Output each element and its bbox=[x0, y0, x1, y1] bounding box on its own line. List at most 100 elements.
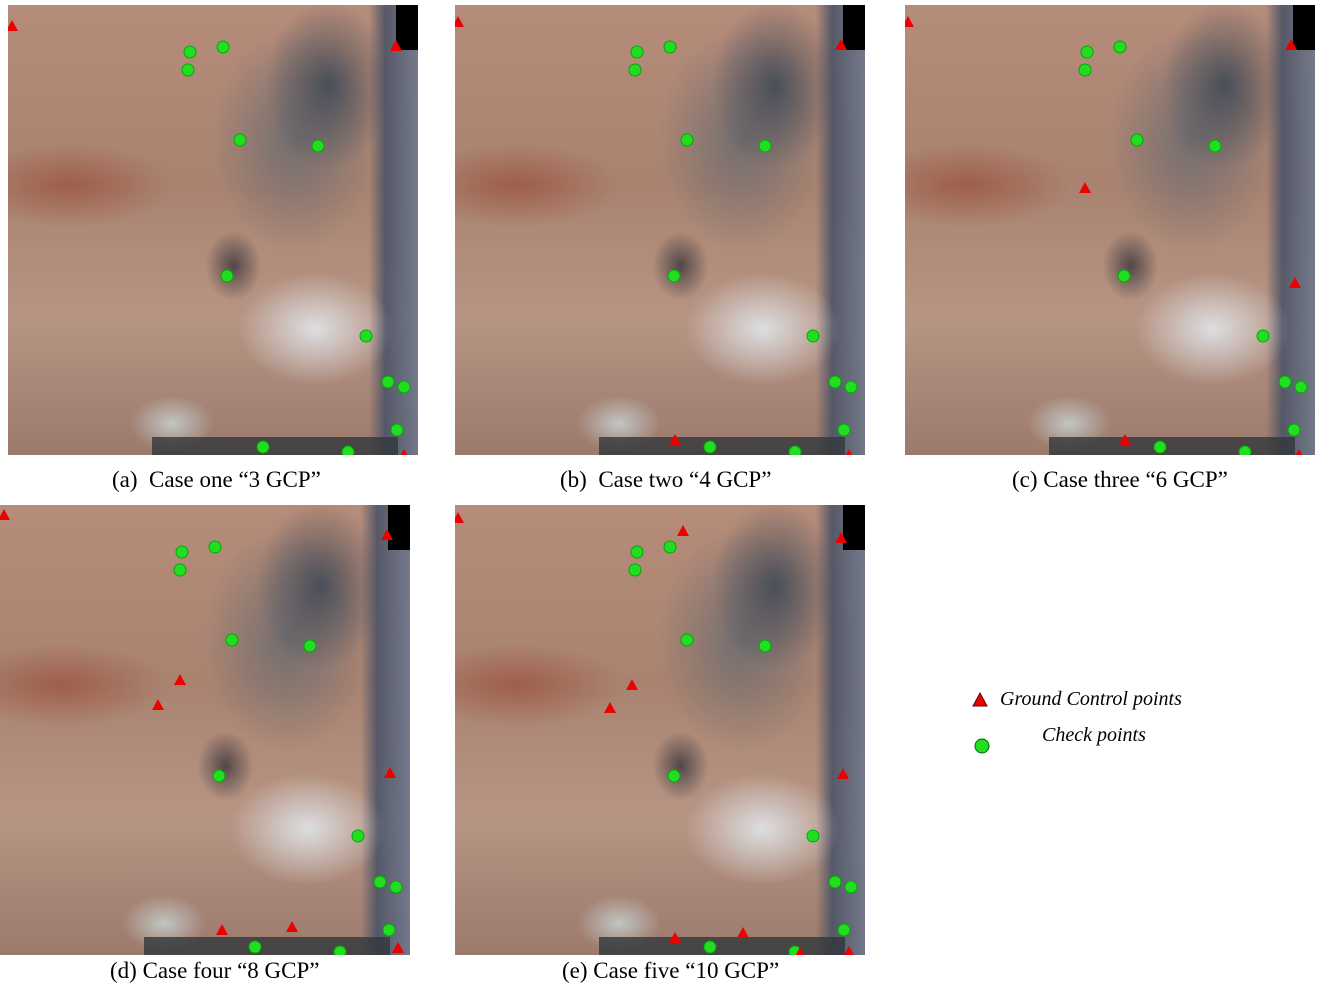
gcp-point bbox=[390, 40, 402, 51]
gcp-point bbox=[843, 946, 855, 955]
check-point bbox=[382, 376, 394, 388]
check-point bbox=[681, 634, 693, 646]
check-point bbox=[1118, 270, 1130, 282]
satellite-image bbox=[455, 5, 865, 455]
point-markers bbox=[455, 5, 865, 455]
check-point bbox=[398, 381, 410, 393]
check-point bbox=[829, 376, 841, 388]
check-point bbox=[829, 876, 841, 888]
check-point bbox=[1288, 424, 1300, 436]
point-markers bbox=[0, 505, 410, 955]
legend-gcp: Ground Control points bbox=[1000, 688, 1182, 711]
check-point bbox=[845, 881, 857, 893]
check-point bbox=[1257, 330, 1269, 342]
check-point bbox=[838, 424, 850, 436]
check-point bbox=[681, 134, 693, 146]
check-point bbox=[668, 270, 680, 282]
gcp-point bbox=[8, 20, 18, 31]
check-point bbox=[759, 640, 771, 652]
check-point bbox=[759, 140, 771, 152]
legend-gcp-icon bbox=[970, 690, 990, 710]
check-point bbox=[176, 546, 188, 558]
check-point bbox=[182, 64, 194, 76]
gcp-point bbox=[398, 449, 410, 455]
gcp-point bbox=[669, 932, 681, 943]
check-point bbox=[184, 46, 196, 58]
check-point bbox=[374, 876, 386, 888]
page: (a) Case one “3 GCP”(b) Case two “4 GCP”… bbox=[0, 0, 1327, 989]
check-point bbox=[1114, 41, 1126, 53]
check-point bbox=[1081, 46, 1093, 58]
check-point bbox=[217, 41, 229, 53]
check-point bbox=[249, 941, 261, 953]
gcp-point bbox=[1119, 434, 1131, 445]
check-point bbox=[390, 881, 402, 893]
check-point bbox=[174, 564, 186, 576]
check-point bbox=[352, 830, 364, 842]
check-point bbox=[360, 330, 372, 342]
check-point bbox=[383, 924, 395, 936]
satellite-image bbox=[0, 505, 410, 955]
gcp-point bbox=[1079, 182, 1091, 193]
check-point bbox=[664, 541, 676, 553]
point-markers bbox=[455, 505, 865, 955]
gcp-point bbox=[905, 16, 914, 27]
gcp-point bbox=[455, 16, 464, 27]
gcp-point bbox=[381, 529, 393, 540]
satellite-image bbox=[455, 505, 865, 955]
check-point bbox=[807, 330, 819, 342]
satellite-image bbox=[8, 5, 418, 455]
check-point bbox=[629, 64, 641, 76]
gcp-point bbox=[1293, 449, 1305, 455]
gcp-point bbox=[1285, 39, 1297, 50]
check-point bbox=[631, 546, 643, 558]
gcp-point bbox=[392, 942, 404, 953]
panel-caption: (b) Case two “4 GCP” bbox=[560, 467, 771, 493]
check-point bbox=[221, 270, 233, 282]
check-point bbox=[807, 830, 819, 842]
gcp-point bbox=[835, 532, 847, 543]
satellite-image bbox=[905, 5, 1315, 455]
check-point bbox=[342, 446, 354, 455]
check-point bbox=[789, 446, 801, 455]
point-markers bbox=[905, 5, 1315, 455]
panel-caption: (c) Case three “6 GCP” bbox=[1012, 467, 1228, 493]
check-point bbox=[312, 140, 324, 152]
gcp-point bbox=[1289, 277, 1301, 288]
gcp-point bbox=[677, 525, 689, 536]
check-point bbox=[629, 564, 641, 576]
check-point bbox=[1079, 64, 1091, 76]
check-point bbox=[334, 946, 346, 955]
gcp-point bbox=[737, 927, 749, 938]
gcp-point bbox=[837, 768, 849, 779]
check-point bbox=[304, 640, 316, 652]
check-point bbox=[1209, 140, 1221, 152]
panel-caption: (e) Case five “10 GCP” bbox=[562, 958, 779, 984]
panel-caption: (d) Case four “8 GCP” bbox=[110, 958, 320, 984]
gcp-point bbox=[0, 509, 10, 520]
point-markers bbox=[8, 5, 418, 455]
check-point bbox=[213, 770, 225, 782]
check-point bbox=[1295, 381, 1307, 393]
check-point bbox=[1279, 376, 1291, 388]
gcp-point bbox=[455, 512, 464, 523]
gcp-point bbox=[843, 449, 855, 455]
check-point bbox=[209, 541, 221, 553]
gcp-point bbox=[384, 767, 396, 778]
gcp-point bbox=[835, 39, 847, 50]
gcp-point bbox=[152, 699, 164, 710]
check-point bbox=[234, 134, 246, 146]
check-point bbox=[391, 424, 403, 436]
check-point bbox=[1154, 441, 1166, 453]
check-point bbox=[631, 46, 643, 58]
check-point bbox=[838, 924, 850, 936]
legend-check-icon bbox=[972, 736, 992, 756]
check-point bbox=[704, 941, 716, 953]
gcp-point bbox=[174, 674, 186, 685]
check-point bbox=[704, 441, 716, 453]
check-point bbox=[845, 381, 857, 393]
check-point bbox=[664, 41, 676, 53]
gcp-point bbox=[286, 921, 298, 932]
gcp-point bbox=[604, 702, 616, 713]
gcp-point bbox=[669, 434, 681, 445]
